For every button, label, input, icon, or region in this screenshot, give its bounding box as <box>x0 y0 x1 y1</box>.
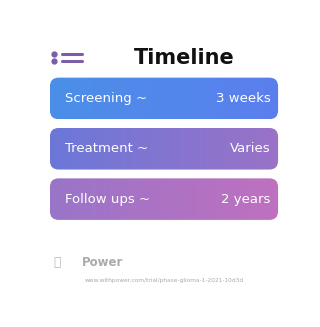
Text: Varies: Varies <box>230 142 271 155</box>
Text: www.withpower.com/trial/phase-glioma-1-2021-10d3d: www.withpower.com/trial/phase-glioma-1-2… <box>84 279 244 284</box>
Text: 3 weeks: 3 weeks <box>216 92 271 105</box>
Text: Treatment ~: Treatment ~ <box>65 142 148 155</box>
Text: Follow ups ~: Follow ups ~ <box>65 193 150 206</box>
Text: Power: Power <box>82 256 124 268</box>
Text: Timeline: Timeline <box>134 48 235 68</box>
Text: Screening ~: Screening ~ <box>65 92 147 105</box>
Text: ␧: ␧ <box>54 256 61 268</box>
Text: 2 years: 2 years <box>221 193 271 206</box>
